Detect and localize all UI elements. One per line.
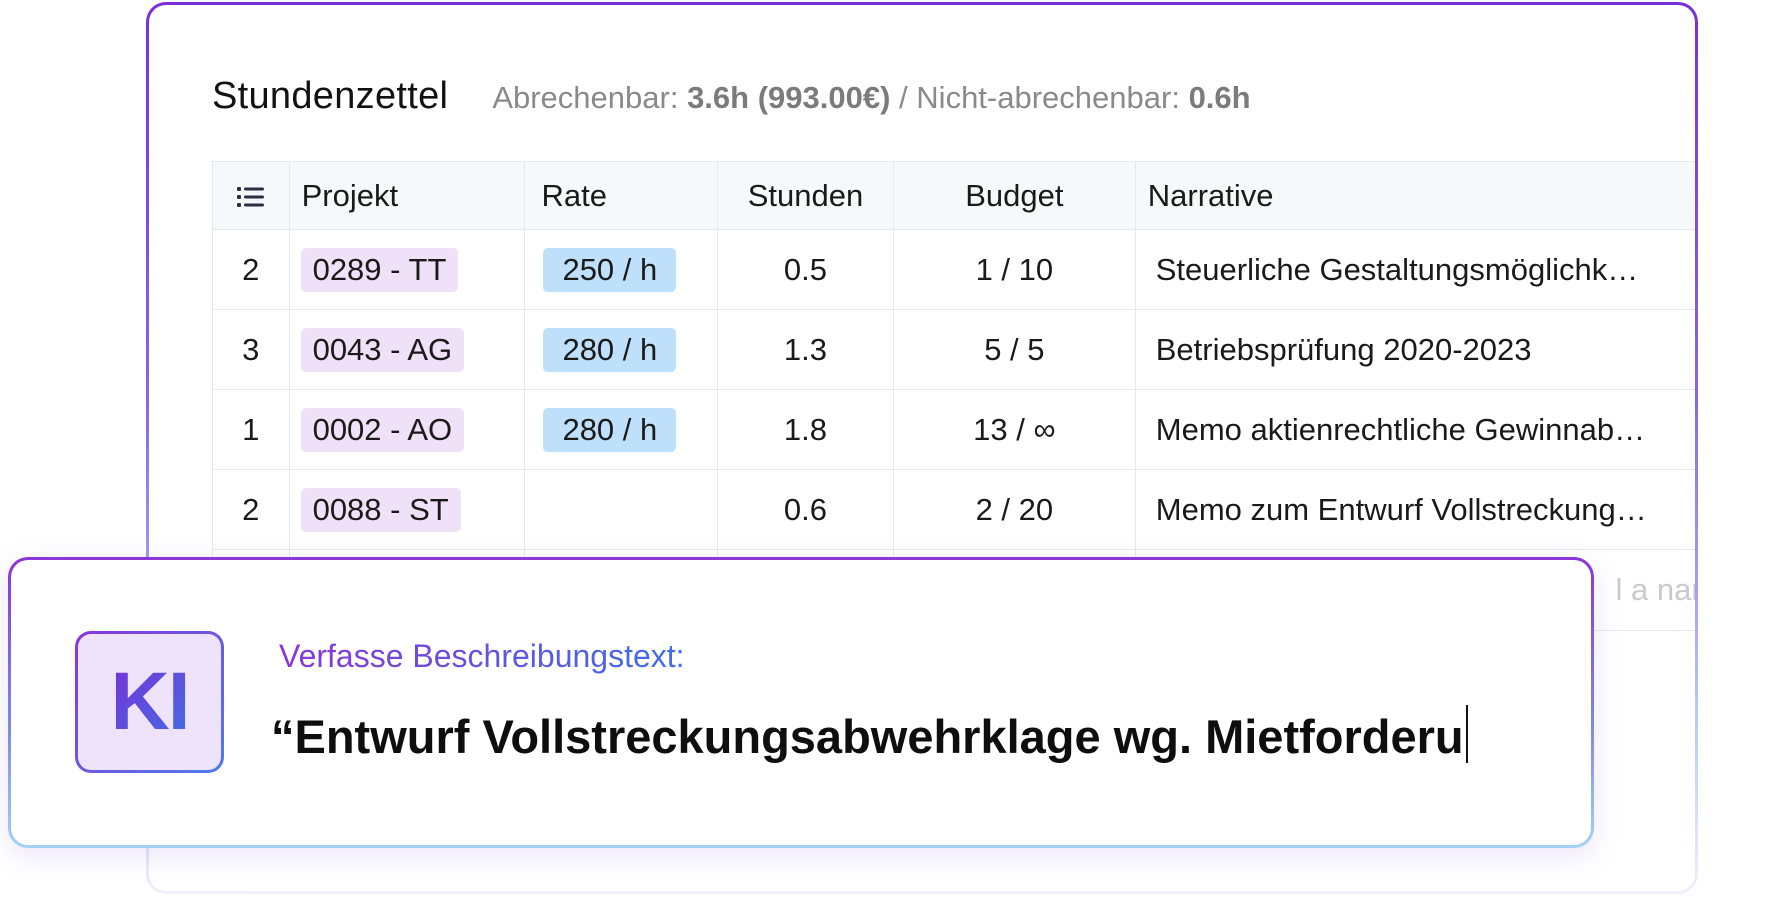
row-index: 2	[213, 229, 290, 310]
rate-tag: 250 / h	[543, 247, 677, 292]
narrative-placeholder-text: l a narr	[1615, 572, 1695, 607]
row-index: 2	[213, 469, 290, 550]
ai-suggestion-card: KI Verfasse Beschreibungstext: “Entwurf …	[8, 557, 1594, 848]
project-tag: 0289 - TT	[300, 247, 459, 292]
nonbillable-value: 0.6h	[1188, 80, 1251, 115]
page-title: Stundenzettel	[212, 75, 449, 117]
text-cursor	[1465, 705, 1468, 763]
ai-prompt-label: Verfasse Beschreibungstext:	[279, 638, 685, 674]
project-tag: 0043 - AG	[300, 327, 465, 372]
project-cell[interactable]: 0289 - TT	[289, 229, 526, 310]
ki-badge: KI	[75, 631, 224, 773]
column-header-narrative[interactable]: Narrative	[1135, 162, 1695, 230]
nonbillable-label: Nicht-abrechenbar:	[916, 80, 1180, 115]
budget-cell: 2 / 20	[893, 469, 1136, 550]
column-header-rate[interactable]: Rate	[524, 162, 718, 230]
table-header-row: Projekt Rate Stunden Budget Narrative	[213, 162, 1695, 230]
rate-tag: 280 / h	[543, 407, 677, 452]
narrative-cell[interactable]: Steuerliche Gestaltungsmöglichk…	[1135, 229, 1695, 310]
billable-value: 3.6h (993.00€)	[687, 80, 891, 115]
rate-cell[interactable]: 250 / h	[524, 229, 718, 310]
narrative-cell[interactable]: Betriebsprüfung 2020-2023	[1135, 309, 1695, 390]
hours-cell[interactable]: 0.5	[717, 229, 894, 310]
project-tag: 0088 - ST	[300, 487, 461, 532]
hours-cell[interactable]: 1.3	[717, 309, 894, 390]
rate-cell[interactable]: 280 / h	[524, 389, 718, 470]
rate-tag: 280 / h	[543, 327, 677, 372]
table-row[interactable]: 1 0002 - AO 280 / h 1.8 13 / ∞ Memo akti…	[213, 389, 1695, 470]
table-row[interactable]: 2 0088 - ST 0.6 2 / 20 Memo zum Entwurf …	[213, 469, 1695, 550]
ai-output-text: “Entwurf Vollstreckungsabwehrklage wg. M…	[271, 710, 1464, 763]
budget-cell: 1 / 10	[893, 229, 1136, 310]
hours-cell[interactable]: 0.6	[717, 469, 894, 550]
table-row[interactable]: 3 0043 - AG 280 / h 1.3 5 / 5 Betriebspr…	[213, 309, 1695, 390]
column-header-budget[interactable]: Budget	[893, 162, 1136, 230]
ki-badge-label: KI	[110, 656, 191, 747]
ai-generated-text[interactable]: “Entwurf Vollstreckungsabwehrklage wg. M…	[271, 705, 1531, 764]
narrative-cell[interactable]: Memo aktienrechtliche Gewinnab…	[1135, 389, 1695, 470]
project-cell[interactable]: 0088 - ST	[289, 469, 526, 550]
project-cell[interactable]: 0043 - AG	[289, 309, 526, 390]
billable-label: Abrechenbar:	[492, 80, 679, 115]
table-row[interactable]: 2 0289 - TT 250 / h 0.5 1 / 10 Steuerlic…	[213, 229, 1695, 310]
row-index: 3	[213, 309, 290, 390]
budget-cell: 13 / ∞	[893, 389, 1136, 470]
rate-cell[interactable]: 280 / h	[524, 309, 718, 390]
budget-cell: 5 / 5	[893, 309, 1136, 390]
timesheet-header: Stundenzettel Abrechenbar: 3.6h (993.00€…	[212, 75, 1251, 118]
column-header-project[interactable]: Projekt	[289, 162, 526, 230]
hours-cell[interactable]: 1.8	[717, 389, 894, 470]
row-index: 1	[213, 389, 290, 470]
hours-summary: Abrechenbar: 3.6h (993.00€) / Nicht-abre…	[492, 80, 1250, 116]
column-header-index[interactable]	[213, 162, 290, 230]
summary-separator: /	[899, 80, 908, 115]
column-header-hours[interactable]: Stunden	[717, 162, 894, 230]
rate-cell-empty[interactable]	[524, 469, 718, 550]
project-cell[interactable]: 0002 - AO	[289, 389, 526, 470]
project-tag: 0002 - AO	[300, 407, 465, 452]
narrative-cell[interactable]: Memo zum Entwurf Vollstreckung…	[1135, 469, 1695, 550]
list-icon	[236, 187, 264, 208]
